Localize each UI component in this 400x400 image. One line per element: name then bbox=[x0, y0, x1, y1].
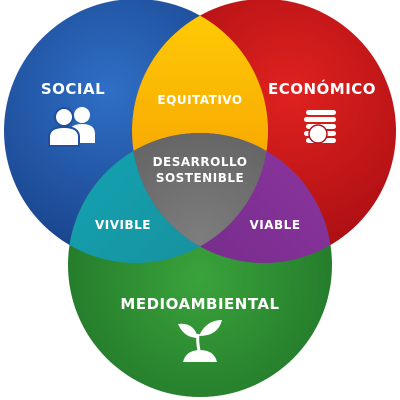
coins-icon bbox=[304, 110, 336, 144]
vivible-label: VIVIBLE bbox=[95, 218, 151, 232]
center-label-line2: SOSTENIBLE bbox=[156, 171, 244, 185]
people-icon bbox=[48, 107, 95, 147]
medioambiental-label: MEDIOAMBIENTAL bbox=[120, 295, 279, 313]
equitativo-label: EQUITATIVO bbox=[157, 93, 242, 107]
sprout-icon bbox=[178, 320, 222, 362]
social-label: SOCIAL bbox=[41, 80, 105, 98]
center-label-line1: DESARROLLO bbox=[153, 155, 248, 169]
economico-label: ECONÓMICO bbox=[268, 79, 376, 98]
viable-label: VIABLE bbox=[249, 218, 300, 232]
